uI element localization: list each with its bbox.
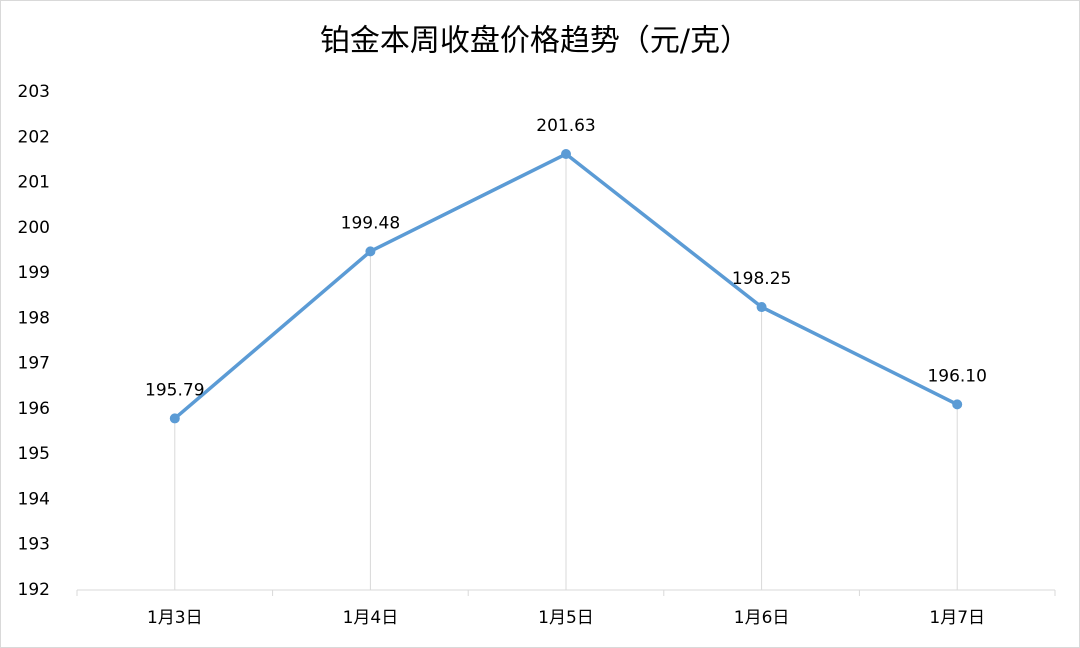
data-label: 199.48 <box>341 213 400 233</box>
y-tick-label: 192 <box>18 580 50 600</box>
y-tick-label: 193 <box>18 535 50 555</box>
point <box>756 302 767 313</box>
point <box>365 246 376 257</box>
y-tick-label: 195 <box>18 444 50 464</box>
point <box>169 413 180 424</box>
y-tick-label: 197 <box>18 354 50 374</box>
point <box>561 149 571 160</box>
data-label: 198.25 <box>732 269 791 289</box>
x-tick-label: 1月6日 <box>734 608 790 628</box>
x-tick-label: 1月7日 <box>929 608 985 628</box>
y-tick-label: 194 <box>18 489 50 509</box>
data-label: 196.10 <box>927 366 986 386</box>
y-tick-label: 201 <box>18 173 50 193</box>
x-tick-label: 1月5日 <box>538 608 594 628</box>
y-tick-label: 203 <box>18 82 50 102</box>
data-label: 195.79 <box>145 380 204 400</box>
x-tick-label: 1月3日 <box>147 608 203 628</box>
y-tick-label: 200 <box>18 218 50 238</box>
y-tick-label: 202 <box>18 127 50 147</box>
y-tick-label: 196 <box>18 399 50 419</box>
data-label: 201.63 <box>536 116 595 136</box>
y-tick-label: 199 <box>18 263 50 283</box>
y-tick-label: 198 <box>18 308 50 328</box>
chart-title: 铂金本周收盘价格趋势（元/克） <box>320 24 750 59</box>
x-tick-label: 1月4日 <box>343 608 399 628</box>
point <box>952 399 963 410</box>
